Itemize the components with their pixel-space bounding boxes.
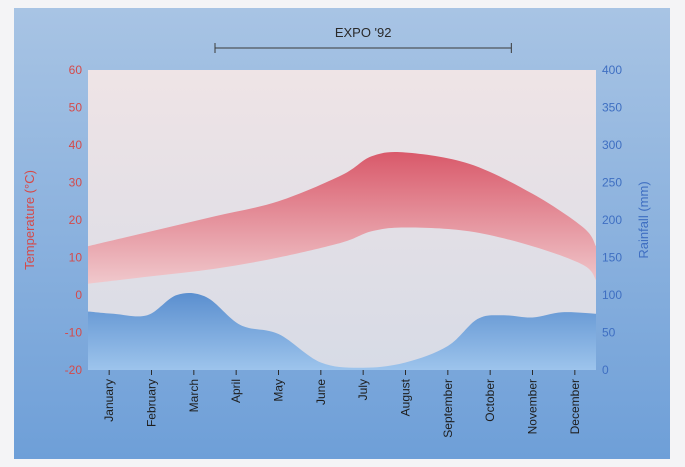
month-label: February xyxy=(145,379,159,427)
rainfall-tick-label: 350 xyxy=(602,101,622,115)
temperature-tick-label: 10 xyxy=(69,251,83,265)
month-label: March xyxy=(187,379,201,412)
month-label: November xyxy=(526,379,540,434)
month-label: December xyxy=(568,379,582,434)
rainfall-tick-label: 0 xyxy=(602,363,609,377)
month-label: October xyxy=(483,379,497,422)
rainfall-tick-label: 50 xyxy=(602,326,616,340)
rainfall-axis: 0 50 100 150 200 250 300 350 400 xyxy=(602,63,622,377)
month-label: July xyxy=(356,379,370,400)
month-label: May xyxy=(272,379,286,402)
temperature-tick-label: 60 xyxy=(69,63,83,77)
temperature-tick-label: -10 xyxy=(65,326,83,340)
rainfall-tick-label: 100 xyxy=(602,288,622,302)
temperature-axis-title: Temperature (°C) xyxy=(22,170,37,270)
rainfall-tick-label: 200 xyxy=(602,213,622,227)
temperature-tick-label: 50 xyxy=(69,101,83,115)
month-label: August xyxy=(399,378,413,416)
chart-panel: -20 -10 0 10 20 30 40 50 60 0 50 100 150 200 250 300 35… xyxy=(14,8,670,459)
month-axis: January February March April May June July Augu… xyxy=(102,370,582,438)
temperature-axis: -20 -10 0 10 20 30 40 50 60 xyxy=(65,63,83,377)
temperature-tick-label: -20 xyxy=(65,363,83,377)
rainfall-tick-label: 400 xyxy=(602,63,622,77)
rainfall-tick-label: 300 xyxy=(602,138,622,152)
month-label: April xyxy=(229,379,243,403)
expo-annotation: EXPO '92 xyxy=(214,25,512,53)
expo-label: EXPO '92 xyxy=(335,25,392,40)
rainfall-tick-label: 250 xyxy=(602,176,622,190)
month-label: January xyxy=(102,379,116,422)
rainfall-area xyxy=(88,293,596,370)
rainfall-axis-title: Rainfall (mm) xyxy=(636,181,651,258)
temperature-tick-label: 40 xyxy=(69,138,83,152)
temperature-tick-label: 0 xyxy=(75,288,82,302)
month-label: September xyxy=(441,379,455,438)
climate-chart: -20 -10 0 10 20 30 40 50 60 0 50 100 150 200 250 300 35… xyxy=(14,8,670,459)
temperature-band xyxy=(88,152,596,284)
temperature-tick-label: 30 xyxy=(69,176,83,190)
month-label: June xyxy=(314,379,328,405)
temperature-tick-label: 20 xyxy=(69,213,83,227)
rainfall-tick-label: 150 xyxy=(602,251,622,265)
